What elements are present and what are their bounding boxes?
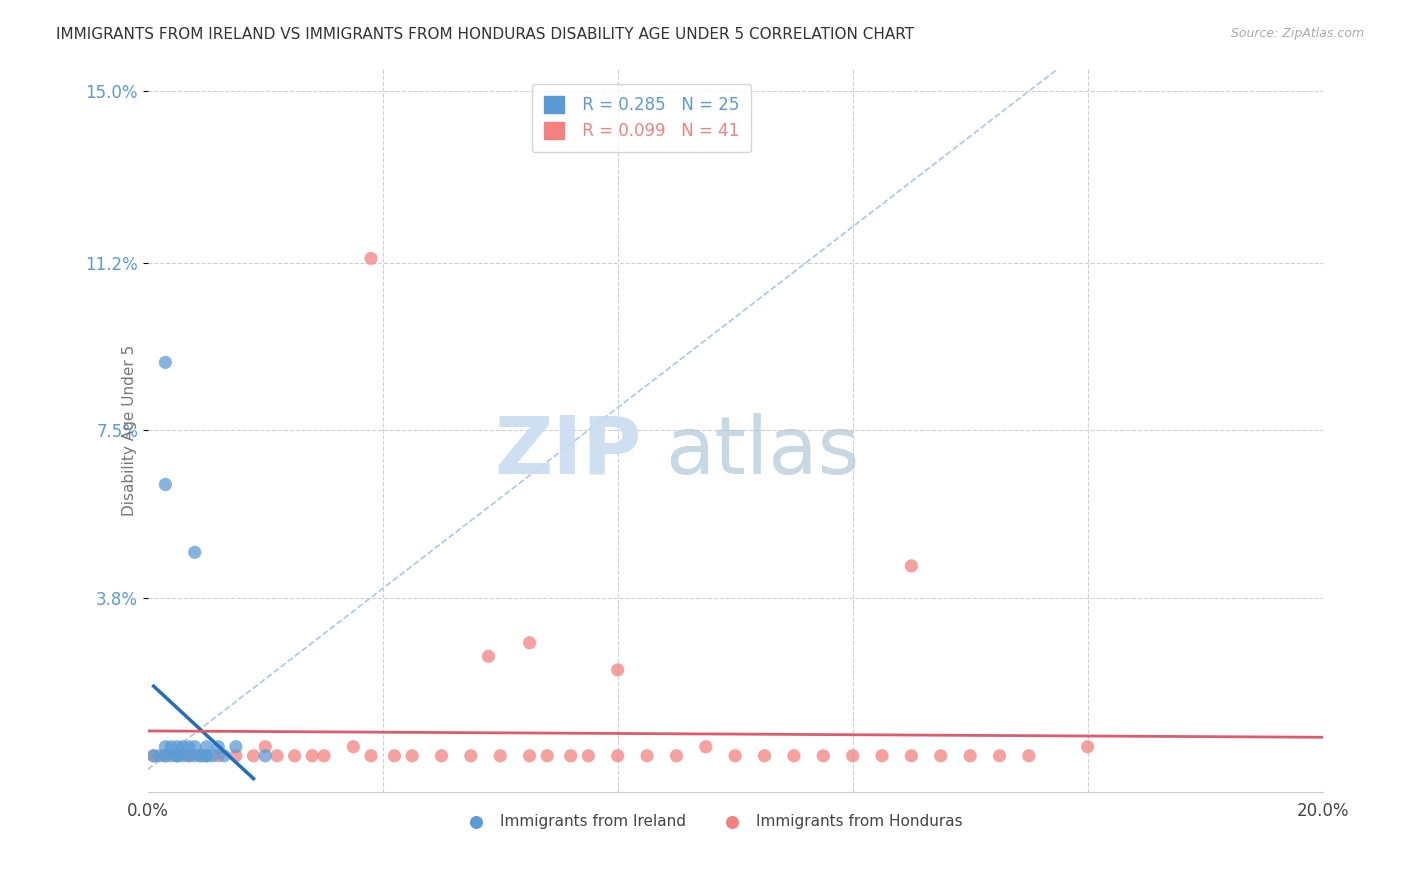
Point xyxy=(254,748,277,763)
Point xyxy=(1077,739,1099,754)
Point xyxy=(959,748,981,763)
Point xyxy=(166,739,188,754)
Point xyxy=(606,748,628,763)
Point xyxy=(225,748,247,763)
Point xyxy=(360,252,382,266)
Point xyxy=(207,748,229,763)
Point xyxy=(813,748,835,763)
Point xyxy=(190,748,212,763)
Point xyxy=(301,748,323,763)
Point xyxy=(606,663,628,677)
Legend: Immigrants from Ireland, Immigrants from Honduras: Immigrants from Ireland, Immigrants from… xyxy=(454,808,969,835)
Text: atlas: atlas xyxy=(665,413,859,491)
Point xyxy=(312,748,335,763)
Point xyxy=(195,748,218,763)
Point xyxy=(724,748,747,763)
Y-axis label: Disability Age Under 5: Disability Age Under 5 xyxy=(122,344,136,516)
Point xyxy=(576,748,599,763)
Point xyxy=(195,748,218,763)
Point xyxy=(201,748,224,763)
Point xyxy=(384,748,406,763)
Point xyxy=(665,748,688,763)
Point xyxy=(166,748,188,763)
Point xyxy=(184,739,207,754)
Point xyxy=(142,748,165,763)
Point xyxy=(695,739,717,754)
Point xyxy=(430,748,453,763)
Point xyxy=(754,748,776,763)
Point xyxy=(783,748,806,763)
Point xyxy=(536,748,558,763)
Text: ZIP: ZIP xyxy=(494,413,641,491)
Point xyxy=(636,748,658,763)
Point xyxy=(207,739,229,754)
Point xyxy=(254,739,277,754)
Point xyxy=(489,748,512,763)
Point xyxy=(142,748,165,763)
Point xyxy=(519,636,541,650)
Point xyxy=(166,748,188,763)
Point xyxy=(1018,748,1040,763)
Point xyxy=(155,355,177,369)
Point xyxy=(184,748,207,763)
Point xyxy=(988,748,1011,763)
Point xyxy=(155,739,177,754)
Point xyxy=(401,748,423,763)
Point xyxy=(184,545,207,559)
Point xyxy=(360,748,382,763)
Point xyxy=(242,748,264,763)
Point xyxy=(190,748,212,763)
Point xyxy=(266,748,288,763)
Point xyxy=(148,748,170,763)
Point xyxy=(900,748,922,763)
Point xyxy=(172,748,194,763)
Point xyxy=(212,748,235,763)
Point xyxy=(841,748,863,763)
Point xyxy=(160,739,183,754)
Point xyxy=(177,748,200,763)
Point xyxy=(155,748,177,763)
Point xyxy=(195,739,218,754)
Point xyxy=(284,748,307,763)
Point xyxy=(900,558,922,573)
Point xyxy=(870,748,893,763)
Text: Source: ZipAtlas.com: Source: ZipAtlas.com xyxy=(1230,27,1364,40)
Point xyxy=(225,739,247,754)
Point xyxy=(560,748,582,763)
Point xyxy=(342,739,364,754)
Point xyxy=(519,748,541,763)
Point xyxy=(477,649,499,664)
Point xyxy=(166,748,188,763)
Text: IMMIGRANTS FROM IRELAND VS IMMIGRANTS FROM HONDURAS DISABILITY AGE UNDER 5 CORRE: IMMIGRANTS FROM IRELAND VS IMMIGRANTS FR… xyxy=(56,27,914,42)
Point xyxy=(155,477,177,491)
Point xyxy=(160,748,183,763)
Point xyxy=(460,748,482,763)
Point xyxy=(929,748,952,763)
Point xyxy=(155,748,177,763)
Point xyxy=(172,739,194,754)
Point xyxy=(177,739,200,754)
Point xyxy=(177,748,200,763)
